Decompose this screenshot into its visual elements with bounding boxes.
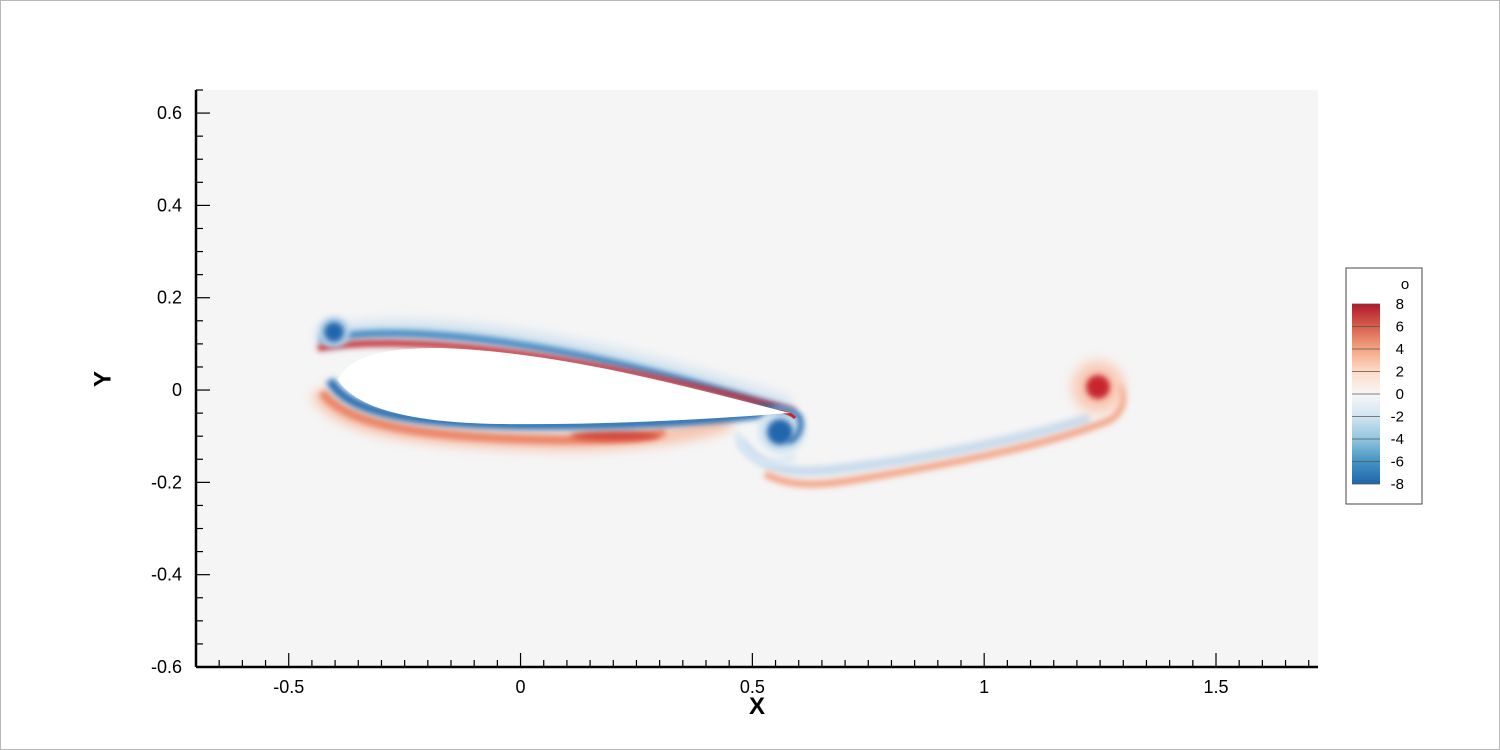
- legend-level-label: 2: [1396, 364, 1404, 381]
- y-tick-label: -0.6: [151, 657, 182, 677]
- upper-negative-layer: [319, 329, 792, 416]
- y-tick-label: 0.4: [157, 195, 182, 215]
- legend-level-label: 6: [1396, 319, 1404, 336]
- legend-level-label: -2: [1391, 409, 1404, 426]
- y-axis-title: Y: [89, 371, 116, 387]
- x-tick-label: 0: [516, 677, 526, 697]
- y-tick-label: 0: [172, 380, 182, 400]
- legend-levels: 8 6 4 2 0 -2 -4 -6 -8: [1352, 296, 1404, 493]
- legend-level-label: 8: [1396, 296, 1404, 313]
- x-tick-label: 0.5: [740, 677, 765, 697]
- y-tick-labels: 0.6 0.4 0.2 0 -0.2 -0.4 -0.6: [151, 103, 182, 677]
- legend-title: o: [1401, 276, 1409, 293]
- axes: -0.5 0 0.5 1 1.5 0.6 0.4 0.2 0 -0.2 -0.4 -0.6 X Y: [89, 89, 1318, 720]
- wake-positive-layer: [763, 382, 1126, 488]
- legend-level-label: 4: [1396, 341, 1404, 358]
- trailing-edge-vortex-curl: [734, 431, 797, 466]
- y-tick-label: -0.4: [151, 565, 182, 585]
- vorticity-field: [196, 90, 1318, 667]
- trailing-edge-vortex-core: [767, 419, 793, 445]
- x-tick-label: -0.5: [273, 677, 304, 697]
- upper-positive-layer: [317, 340, 796, 415]
- x-ticks: [195, 653, 1310, 667]
- legend-level-label: -8: [1391, 476, 1404, 493]
- y-ticks: [196, 89, 210, 668]
- y-tick-label: 0.6: [157, 103, 182, 123]
- lower-positive-patch: [570, 431, 660, 441]
- x-axis-title: X: [749, 693, 765, 720]
- x-tick-labels: -0.5 0 0.5 1 1.5: [273, 677, 1228, 697]
- y-tick-label: 0.2: [157, 288, 182, 308]
- x-tick-label: 1: [979, 677, 989, 697]
- x-tick-label: 1.5: [1203, 677, 1228, 697]
- starting-vortex-core: [1086, 375, 1110, 399]
- colorbar-legend: o 8 6 4 2 0 -2 -4 -6 -8: [1345, 267, 1423, 505]
- lower-negative-layer: [325, 377, 776, 430]
- legend-level-label: -4: [1391, 431, 1404, 448]
- y-tick-label: -0.2: [151, 472, 182, 492]
- airfoil-body: [338, 348, 790, 425]
- legend-level-label: 0: [1396, 386, 1404, 403]
- legend-level-label: -6: [1391, 454, 1404, 471]
- leading-edge-vortex-core: [324, 322, 344, 342]
